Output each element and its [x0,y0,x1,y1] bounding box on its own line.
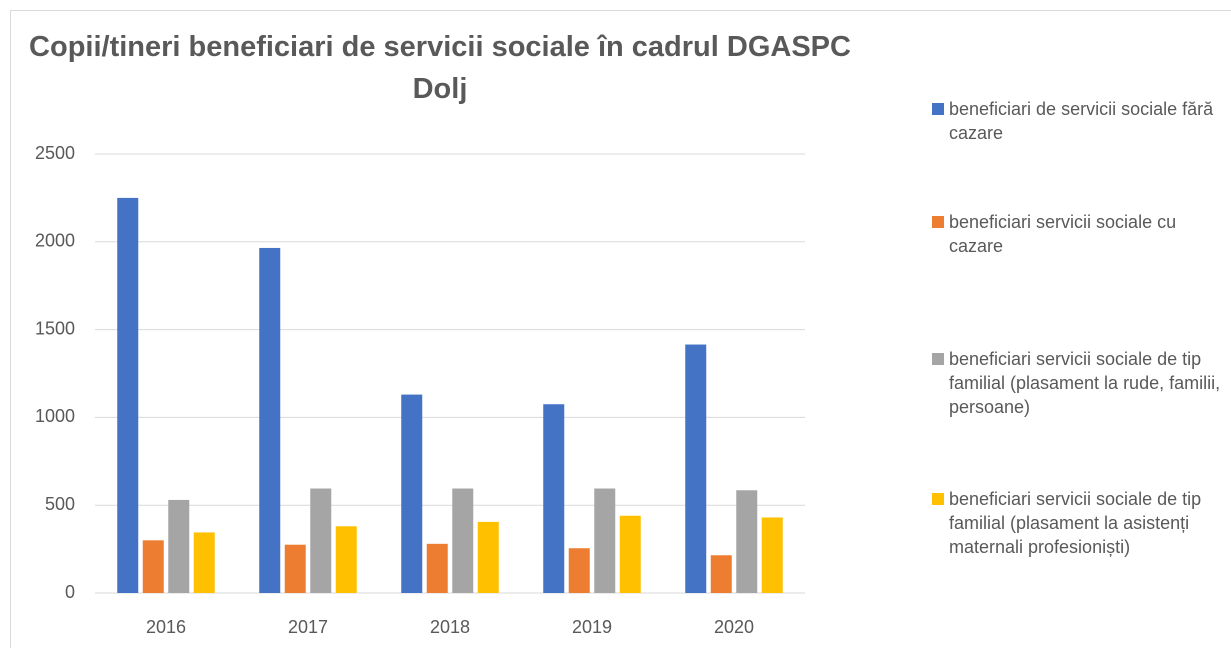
x-tick-label: 2016 [146,617,186,637]
y-tick-label: 1500 [35,318,75,338]
bar [401,394,423,593]
legend-swatch [932,493,944,505]
y-tick-label: 2000 [35,231,75,251]
bar [685,344,707,593]
legend-label: beneficiari servicii sociale cu cazare [949,212,1177,256]
bar [543,404,565,593]
legend-label: beneficiari de servicii sociale fără caz… [949,99,1214,143]
bar [761,517,783,593]
bar [310,488,332,593]
y-tick-label: 2500 [35,143,75,163]
bar [193,532,215,593]
y-tick-label: 1000 [35,406,75,426]
bar [736,490,758,593]
bar [168,499,190,593]
x-tick-label: 2018 [430,617,470,637]
x-tick-label: 2020 [714,617,754,637]
chart-title: Copii/tineri beneficiari de servicii soc… [29,31,851,105]
legend-swatch [932,216,944,228]
y-tick-label: 500 [45,494,75,514]
legend-swatch [932,103,944,115]
bar [142,540,164,593]
bar [568,548,590,593]
legend-swatch [932,353,944,365]
bar [117,197,139,593]
y-tick-label: 0 [65,582,75,602]
bar [452,488,474,593]
bar [335,526,357,593]
bar [477,521,499,593]
legend-label: beneficiari servicii sociale de tip fami… [949,349,1221,417]
bar [259,247,281,594]
bar [284,544,306,593]
chart-frame [10,10,1231,648]
legend-label: beneficiari servicii sociale de tip fami… [949,489,1202,557]
x-tick-label: 2017 [288,617,328,637]
bar [594,488,616,593]
bar [619,515,641,593]
bar [710,555,732,593]
x-tick-label: 2019 [572,617,612,637]
bar [426,543,448,593]
